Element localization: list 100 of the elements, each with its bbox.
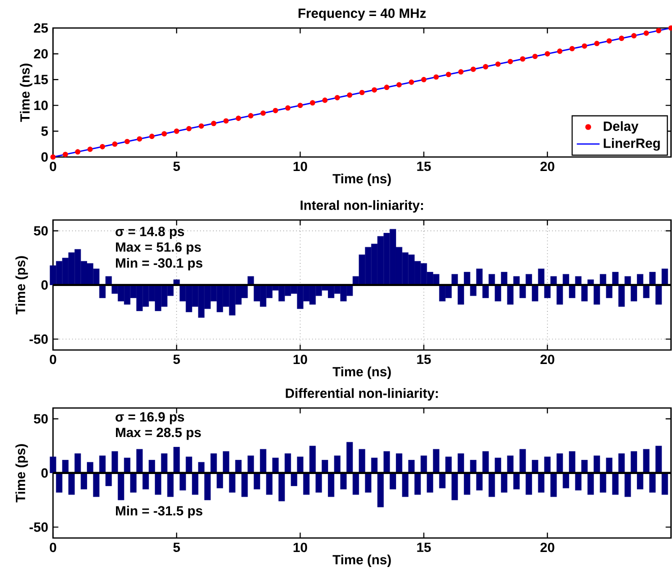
y-axis-title: Time (ps) (15, 444, 28, 502)
bar (575, 472, 582, 490)
bar (303, 472, 310, 495)
point (346, 92, 352, 98)
bar (630, 451, 638, 474)
point (112, 141, 118, 147)
bar (93, 472, 100, 497)
point (50, 154, 56, 160)
bar (334, 456, 340, 474)
point (62, 152, 68, 158)
bar (618, 284, 625, 307)
point (606, 38, 612, 44)
annotation: Min = -31.5 ps (116, 506, 202, 518)
bar (612, 472, 619, 495)
bar (581, 284, 588, 302)
bar (216, 472, 224, 488)
bar (254, 472, 260, 490)
point (236, 116, 242, 121)
bar (500, 472, 508, 493)
bar (618, 453, 625, 474)
bar (161, 453, 168, 474)
point (644, 30, 649, 36)
bar (80, 472, 88, 490)
bar (408, 460, 415, 474)
point (372, 87, 378, 93)
point (124, 138, 130, 144)
bar (538, 268, 544, 286)
bar (346, 442, 353, 474)
point (544, 51, 550, 56)
bar (532, 284, 538, 302)
bar (482, 451, 489, 474)
bar (130, 472, 137, 493)
bar (352, 472, 359, 495)
bar (649, 272, 656, 286)
bar (458, 453, 464, 474)
bar (377, 472, 384, 508)
point (421, 76, 426, 82)
bar (439, 472, 446, 488)
x-tick-label: 0 (50, 162, 56, 172)
x-tick-label: 20 (540, 162, 554, 172)
bar (494, 284, 502, 302)
x-tick-label: 20 (540, 354, 554, 364)
bar (167, 472, 174, 497)
y-tick-label: -50 (30, 522, 48, 532)
bar (606, 284, 612, 298)
x-tick-label: 15 (417, 354, 431, 364)
annotation: σ = 14.8 ps (116, 226, 184, 239)
bar (154, 472, 162, 495)
bar (309, 446, 316, 474)
y-tick-label: 20 (34, 49, 48, 59)
point (136, 136, 142, 142)
bar (56, 472, 62, 493)
bar (186, 456, 192, 474)
x-tick-label: 0 (50, 354, 56, 364)
bar (148, 460, 156, 474)
bar (124, 458, 130, 474)
bar (50, 456, 56, 474)
bar (568, 284, 576, 298)
point (322, 98, 328, 103)
point (495, 61, 501, 67)
bar (662, 268, 668, 286)
chart-title: Differential non-liniarity: (286, 388, 438, 401)
bar (402, 472, 408, 497)
x-axis-title: Time (ns) (332, 366, 391, 380)
bar (470, 284, 476, 296)
point (433, 74, 439, 80)
point (87, 146, 93, 152)
point (618, 36, 624, 41)
point (594, 40, 600, 46)
point (384, 84, 390, 90)
bar (500, 272, 508, 286)
point (359, 90, 365, 96)
bar (426, 472, 434, 493)
bar (432, 449, 440, 474)
bar (272, 458, 279, 474)
bar (600, 472, 606, 493)
point (149, 134, 155, 140)
bar (476, 268, 483, 286)
y-tick-label: 15 (34, 74, 48, 84)
x-tick-label: 20 (540, 542, 554, 552)
chart-title: Frequency = 40 MHz (298, 8, 426, 21)
bar (99, 456, 106, 474)
y-axis-title: Time (ps) (15, 256, 28, 314)
point (248, 113, 254, 118)
bar (655, 446, 662, 474)
bar (74, 453, 81, 474)
bar (452, 274, 458, 286)
bar (241, 472, 248, 497)
bar (532, 460, 538, 474)
y-axis-title: Time (ns) (20, 64, 32, 122)
point (285, 105, 291, 111)
point (446, 72, 452, 78)
bar (550, 472, 557, 497)
legend-label: Delay (604, 121, 638, 134)
bar (290, 472, 298, 486)
bar (118, 472, 124, 500)
bar (204, 472, 211, 500)
point (631, 33, 637, 38)
point (520, 56, 526, 62)
x-tick-label: 0 (50, 542, 56, 552)
